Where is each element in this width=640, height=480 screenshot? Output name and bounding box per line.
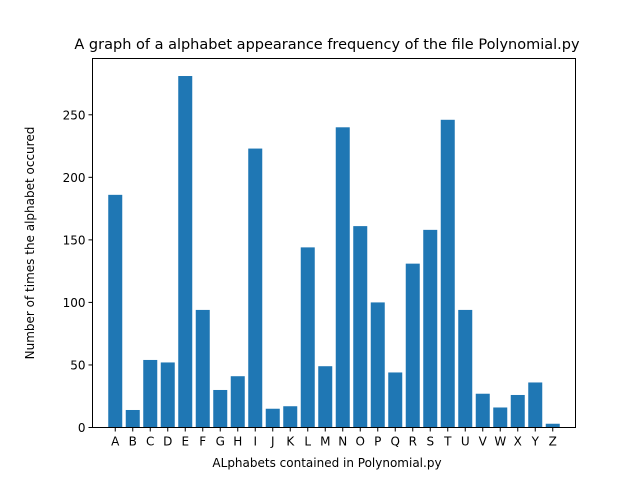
bar-Q — [388, 372, 403, 428]
x-tick-label: H — [233, 435, 242, 449]
bar-Y — [528, 382, 543, 428]
x-tick-label: Q — [391, 435, 400, 449]
plot-area: A B C D E F G H I J K L M N O P Q R S T U V W X Y Z 0 50 100 150 200 25… — [63, 76, 560, 449]
bar-C — [143, 359, 158, 428]
x-tick-label: F — [199, 435, 206, 449]
bar-K — [283, 406, 298, 428]
bar-D — [160, 362, 175, 428]
x-tick-label: E — [181, 435, 189, 449]
bar-H — [230, 376, 245, 428]
bar-V — [475, 393, 490, 428]
bar-F — [195, 309, 210, 428]
bar-M — [318, 366, 333, 428]
y-axis-label: Number of times the alphabet occured — [23, 127, 37, 360]
x-tick-label: J — [270, 435, 275, 449]
x-tick-label: W — [494, 435, 506, 449]
bar-A — [108, 194, 123, 428]
x-tick-label: S — [426, 435, 434, 449]
x-tick-label: U — [461, 435, 470, 449]
bar-O — [353, 226, 368, 428]
bar-Z — [545, 423, 560, 428]
bar-S — [423, 229, 438, 428]
x-tick-label: I — [253, 435, 257, 449]
x-tick-label: Z — [549, 435, 557, 449]
x-tick-label: G — [216, 435, 225, 449]
bar-P — [370, 302, 385, 428]
bar-G — [213, 389, 228, 428]
y-tick-label: 100 — [63, 296, 86, 310]
x-tick-label: R — [409, 435, 417, 449]
x-tick-label: C — [146, 435, 154, 449]
y-tick-label: 0 — [78, 421, 86, 435]
x-tick-label: K — [286, 435, 295, 449]
x-axis-label: ALphabets contained in Polynomial.py — [212, 456, 441, 470]
bar-X — [510, 394, 525, 428]
bar-U — [458, 309, 473, 428]
x-tick-label: B — [129, 435, 137, 449]
y-tick-label: 200 — [63, 171, 86, 185]
x-tick-label: L — [304, 435, 311, 449]
bar-B — [125, 409, 140, 428]
bar-W — [493, 407, 508, 428]
bar-R — [405, 263, 420, 428]
y-tick-label: 150 — [63, 233, 86, 247]
bar-E — [178, 76, 193, 428]
plot-frame — [92, 58, 576, 428]
x-tick-label: D — [163, 435, 172, 449]
bar-L — [300, 247, 315, 428]
x-tick-label: Y — [531, 435, 540, 449]
bar-T — [440, 119, 455, 428]
y-tick-label: 250 — [63, 108, 86, 122]
bar-N — [335, 127, 350, 428]
y-tick-label: 50 — [70, 358, 85, 372]
x-tick-label: A — [111, 435, 120, 449]
chart-title: A graph of a alphabet appearance frequen… — [74, 37, 580, 53]
x-tick-label: X — [514, 435, 522, 449]
x-tick-label: M — [320, 435, 330, 449]
x-tick-label: O — [356, 435, 365, 449]
x-tick-label: T — [443, 435, 452, 449]
bar-I — [248, 148, 263, 428]
x-tick-label: P — [374, 435, 381, 449]
x-tick-label: N — [338, 435, 347, 449]
x-tick-label: V — [479, 435, 488, 449]
bar-J — [265, 408, 280, 428]
